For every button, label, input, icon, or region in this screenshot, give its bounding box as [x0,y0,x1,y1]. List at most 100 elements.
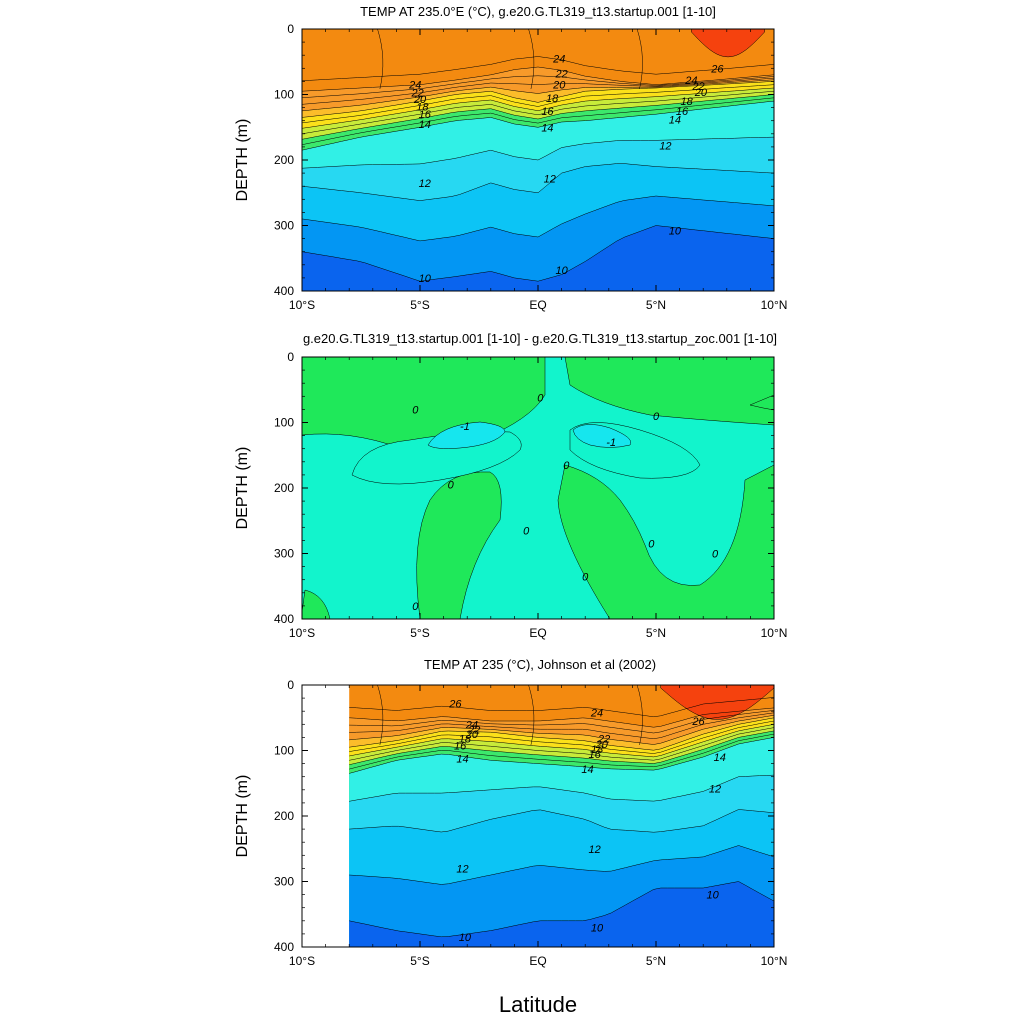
x-tick-label: 5°S [410,954,429,968]
y-tick-label: 200 [274,481,294,495]
positive-region [416,471,502,619]
isotherm-13 [349,774,774,802]
contour-label: 16 [589,749,602,761]
contour-label: 22 [411,88,424,100]
isotherm-16 [349,730,774,765]
contour-label: 24 [408,80,421,92]
contour-label: 12 [419,178,431,190]
temperature-contour-lines [349,685,774,938]
panel-title: TEMP AT 235.0°E (°C), g.e20.G.TL319_t13.… [360,4,716,19]
y-axis-label: DEPTH (m) [234,119,251,202]
y-tick-label: 0 [287,22,294,36]
y-tick-label: 0 [287,678,294,692]
temperature-contour-fill [302,29,774,291]
contour-label: 20 [694,87,708,99]
isotherm-22 [349,712,774,739]
y-tick-label: 300 [274,547,294,561]
y-tick-label: 300 [274,875,294,889]
contour-label: 12 [589,844,601,856]
isotherm-10 [302,225,774,282]
contour-label: 16 [541,106,554,118]
contour-label: -1 [606,437,616,449]
contour-label: 10 [707,890,720,902]
isotherm-10 [349,881,774,938]
isotherm-14 [349,737,774,774]
panel-model-temperature: TEMP AT 235.0°E (°C), g.e20.G.TL319_t13.… [234,4,787,312]
axes: 10°S 5°S EQ 5°N 10°N 0 100 200 300 400 [274,350,787,640]
contour-label: 18 [591,744,604,756]
contour-label: 12 [544,173,556,185]
contour-label: 0 [563,460,570,472]
contour-label: -1 [460,421,470,433]
y-tick-label: 400 [274,612,294,626]
contour-label: 0 [412,601,419,613]
temperature-contour-lines [302,29,774,282]
axes: 10°S 5°S EQ 5°N 10°N 0 100 200 300 400 [274,22,787,312]
isotherm-20 [302,81,774,118]
isotherm-25-vertical [377,29,384,90]
contour-label: 10 [591,922,604,934]
contour-label: 26 [710,63,724,75]
panel-difference: g.e20.G.TL319_t13.startup.001 [1-10] - g… [234,331,787,640]
x-tick-label: 5°N [646,954,666,968]
isotherm-12 [349,809,774,833]
contour-label: 20 [413,94,427,106]
contour-label: 16 [419,109,432,121]
isotherm-11 [349,845,774,885]
contour-labels: 2422201816142422201816142624222018161412… [408,53,724,284]
isotherm-11 [302,195,774,242]
isotherm-18 [302,87,774,129]
x-tick-label: 5°N [646,626,666,640]
contour-label: 0 [648,539,655,551]
contour-label: 26 [448,698,462,710]
positive-region [749,394,774,411]
isotherm-24 [302,66,774,92]
contour-label: 22 [554,69,567,81]
band-26-plus [691,29,765,58]
y-axis-label: DEPTH (m) [234,775,251,858]
contour-label: 14 [419,119,431,131]
contour-label: 12 [659,141,671,153]
y-tick-label: 400 [274,940,294,954]
x-tick-label: 5°S [410,626,429,640]
contour-label: 24 [552,53,565,65]
contour-label: 16 [676,106,689,118]
positive-region [564,357,774,426]
isotherm-23 [349,710,774,734]
isotherm-22 [302,77,774,105]
isotherm-17 [302,90,774,135]
contour-label: 24 [465,719,478,731]
band-26-plus [660,685,774,720]
contour-label: 10 [419,273,432,285]
contour-label: 10 [459,932,472,944]
contour-label: 18 [459,734,472,746]
x-tick-label: 10°S [289,626,315,640]
contour-label: 0 [412,404,419,416]
isotherm-25-vertical [528,29,535,90]
contour-label: 16 [454,740,467,752]
isotherm-16 [302,94,774,140]
isotherm-25-vertical [377,685,384,746]
y-axis-label: DEPTH (m) [234,447,251,530]
y-tick-label: 100 [274,416,294,430]
contour-label: 24 [684,75,697,87]
isotherm-20 [349,717,774,751]
x-tick-label: 10°N [761,298,788,312]
isotherm-25-vertical [528,685,535,746]
contour-label: 22 [597,734,610,746]
x-tick-label: 5°N [646,298,666,312]
contour-label: 10 [555,265,568,277]
y-tick-label: 0 [287,350,294,364]
band-below-10 [302,225,774,291]
isotherm-25-vertical [636,685,643,746]
contour-label: 22 [691,81,704,93]
isotherm-25-vertical [636,29,643,90]
isotherm-25 [302,56,774,81]
isotherm-18 [349,724,774,758]
isotherm-12 [302,163,774,201]
y-tick-label: 100 [274,88,294,102]
contour-label: 0 [537,393,544,405]
isotherm-23 [302,75,774,99]
contour-label: 18 [416,101,429,113]
contour-label: 14 [714,752,726,764]
